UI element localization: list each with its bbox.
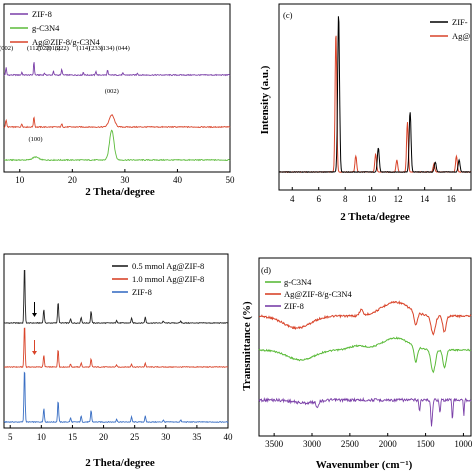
legend-label-zif8-b: ZIF-8 <box>132 287 152 297</box>
panel-b-arrow-head <box>31 351 37 355</box>
panel-b-xtick-label: 30 <box>161 432 171 442</box>
panel-c-xtick-label: 14 <box>420 194 430 204</box>
panel-c-trace-red <box>279 35 472 174</box>
panel-c-xtick-label: 4 <box>290 194 295 204</box>
panel-c-xtick-label: 10 <box>367 194 377 204</box>
panel-b-xtick-label: 5 <box>8 432 13 442</box>
panel-b-xlabel: 2 Theta/degree <box>85 457 155 469</box>
panel-a-annotation: (044) <box>116 45 130 52</box>
panel-b-trace <box>3 269 229 325</box>
panel-a-annotation: (114) <box>76 45 90 52</box>
panel-c-trace-black <box>278 16 472 174</box>
panel-b: 5 10 15 20 25 30 35 40 2 Theta/degree 0.5 mmol … <box>3 253 234 469</box>
panel-a-trace <box>3 129 231 162</box>
panel-d-xtick-label: 1500 <box>417 439 436 449</box>
panel-c-label: (c) <box>283 10 293 20</box>
panel-a-annotation: (100) <box>28 136 42 143</box>
panel-a-frame <box>3 3 231 173</box>
panel-d-xtick-label: 2500 <box>341 439 360 449</box>
legend-label-gc3n4: g-C3N4 <box>32 23 60 33</box>
panel-b-arrow-head <box>31 313 37 317</box>
legend-label-zif8-d: ZIF-8 <box>284 301 304 311</box>
panel-b-trace <box>3 327 229 369</box>
legend-label-zif8: ZIF-8 <box>32 9 52 19</box>
panel-d-label: (d) <box>261 265 271 275</box>
panel-d-xlabel: Wavenumber (cm⁻¹) <box>316 459 413 471</box>
panel-c: (c) Intensity (a.u.) 4 6 8 10 12 14 16 2 Theta… <box>259 3 472 223</box>
panel-c-xtick-label: 6 <box>316 194 321 204</box>
panel-d-ylabel: Transmittance (%) <box>241 301 253 391</box>
panel-a-trace <box>3 62 231 77</box>
panel-d-trace-purple <box>258 396 472 427</box>
legend-label-ag: Ag@ <box>452 31 470 41</box>
legend-label-ag-zif8-gc3n4-d: Ag@ZIF-8/g-C3N4 <box>284 289 353 299</box>
panel-a-annotation: (134) <box>100 45 114 52</box>
panel-b-xtick-label: 40 <box>224 432 234 442</box>
panel-d-xtick-label: 1000 <box>454 439 473 449</box>
panel-d: (d) Transmittance (%) 3500 3000 2500 2000 15… <box>241 257 473 471</box>
panel-b-legend: 0.5 mmol Ag@ZIF-8 1.0 mmol Ag@ZIF-8 ZIF-… <box>112 261 204 297</box>
panel-a-legend: ZIF-8 g-C3N4 Ag@ZIF-8/g-C3N4 <box>10 9 101 47</box>
panel-a-annotation: (222) <box>55 45 69 52</box>
panel-c-legend: ZIF- Ag@ <box>430 17 470 41</box>
panel-c-xtick-label: 16 <box>447 194 457 204</box>
panel-a-xtick-label: 50 <box>226 175 236 185</box>
legend-label-zif: ZIF- <box>452 17 468 27</box>
panel-a-annotation: (112) <box>27 45 41 52</box>
panel-a-annotation: (002) <box>0 45 13 52</box>
panel-c-xtick-label: 12 <box>394 194 403 204</box>
panel-a-xtick-label: 30 <box>120 175 130 185</box>
panel-d-trace-red <box>258 300 472 336</box>
panel-a-xtick-label: 10 <box>15 175 25 185</box>
panel-b-frame <box>3 253 229 429</box>
legend-label-gc3n4-d: g-C3N4 <box>284 277 312 287</box>
panel-b-xtick-label: 25 <box>130 432 140 442</box>
panel-d-trace-green <box>258 336 472 374</box>
panel-a-trace <box>3 114 231 129</box>
panel-c-ylabel: Intensity (a.u.) <box>259 65 271 134</box>
panel-c-xlabel: 2 Theta/degree <box>340 211 410 223</box>
panel-b-xtick-label: 35 <box>192 432 202 442</box>
legend-label-10mmol: 1.0 mmol Ag@ZIF-8 <box>132 274 204 284</box>
panel-a-xtick-label: 20 <box>68 175 78 185</box>
panel-b-xtick-label: 10 <box>37 432 47 442</box>
panel-d-xtick-label: 3500 <box>265 439 284 449</box>
panel-d-xtick-label: 2000 <box>379 439 398 449</box>
panel-a-annotation: (013) <box>46 45 60 52</box>
panel-a-annotation: (233) <box>89 45 103 52</box>
panel-a: 10 20 30 40 50 (002) (112)(022)(013)(222) (114… <box>0 3 236 198</box>
panel-b-xtick-label: 15 <box>68 432 78 442</box>
panel-c-frame <box>278 3 472 191</box>
panel-d-frame <box>258 257 472 437</box>
panel-a-xlabel: 2 Theta/degree <box>85 186 155 198</box>
legend-label-ag-zif8-gc3n4: Ag@ZIF-8/g-C3N4 <box>32 37 101 47</box>
panel-d-xtick-label: 3000 <box>303 439 322 449</box>
panel-d-legend: g-C3N4 Ag@ZIF-8/g-C3N4 ZIF-8 <box>265 277 353 311</box>
panel-c-xtick-label: 8 <box>343 194 348 204</box>
panel-b-trace <box>4 371 229 424</box>
panel-b-xtick-label: 20 <box>99 432 109 442</box>
panel-a-annotation: (022) <box>37 45 51 52</box>
legend-label-05mmol: 0.5 mmol Ag@ZIF-8 <box>132 261 204 271</box>
panel-a-annotation: (002) <box>105 88 119 95</box>
panel-a-xtick-label: 40 <box>173 175 183 185</box>
